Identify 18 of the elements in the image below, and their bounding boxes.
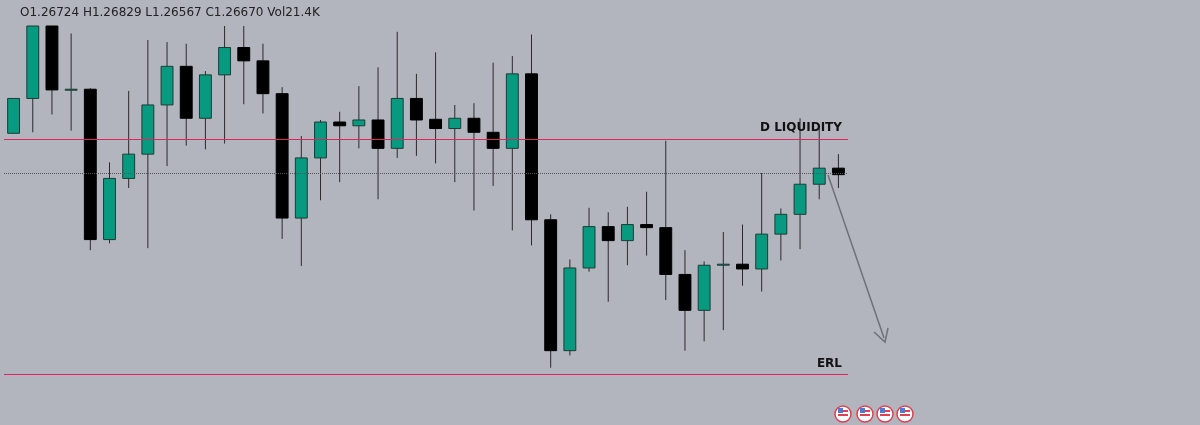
ref-line-label: ERL [816, 355, 843, 370]
candlestick [620, 206, 634, 266]
candlestick [237, 25, 251, 105]
text: O1.26724 H1.26829 L1.26567 C1.26670 Vol21.4K [20, 5, 321, 19]
candlestick [64, 33, 78, 132]
candlestick [774, 207, 788, 261]
candlestick [486, 62, 500, 187]
candlestick [333, 111, 347, 183]
candlestick [640, 191, 654, 257]
candlestick [448, 104, 462, 183]
ref-line-label: D LIQUIDITY [760, 119, 843, 134]
candlestick [429, 51, 443, 164]
candlestick [467, 102, 481, 212]
candlestick [352, 85, 366, 149]
candlestick [736, 224, 749, 287]
candlestick [716, 231, 730, 331]
candlestick [409, 73, 423, 157]
candlestick [601, 211, 615, 303]
